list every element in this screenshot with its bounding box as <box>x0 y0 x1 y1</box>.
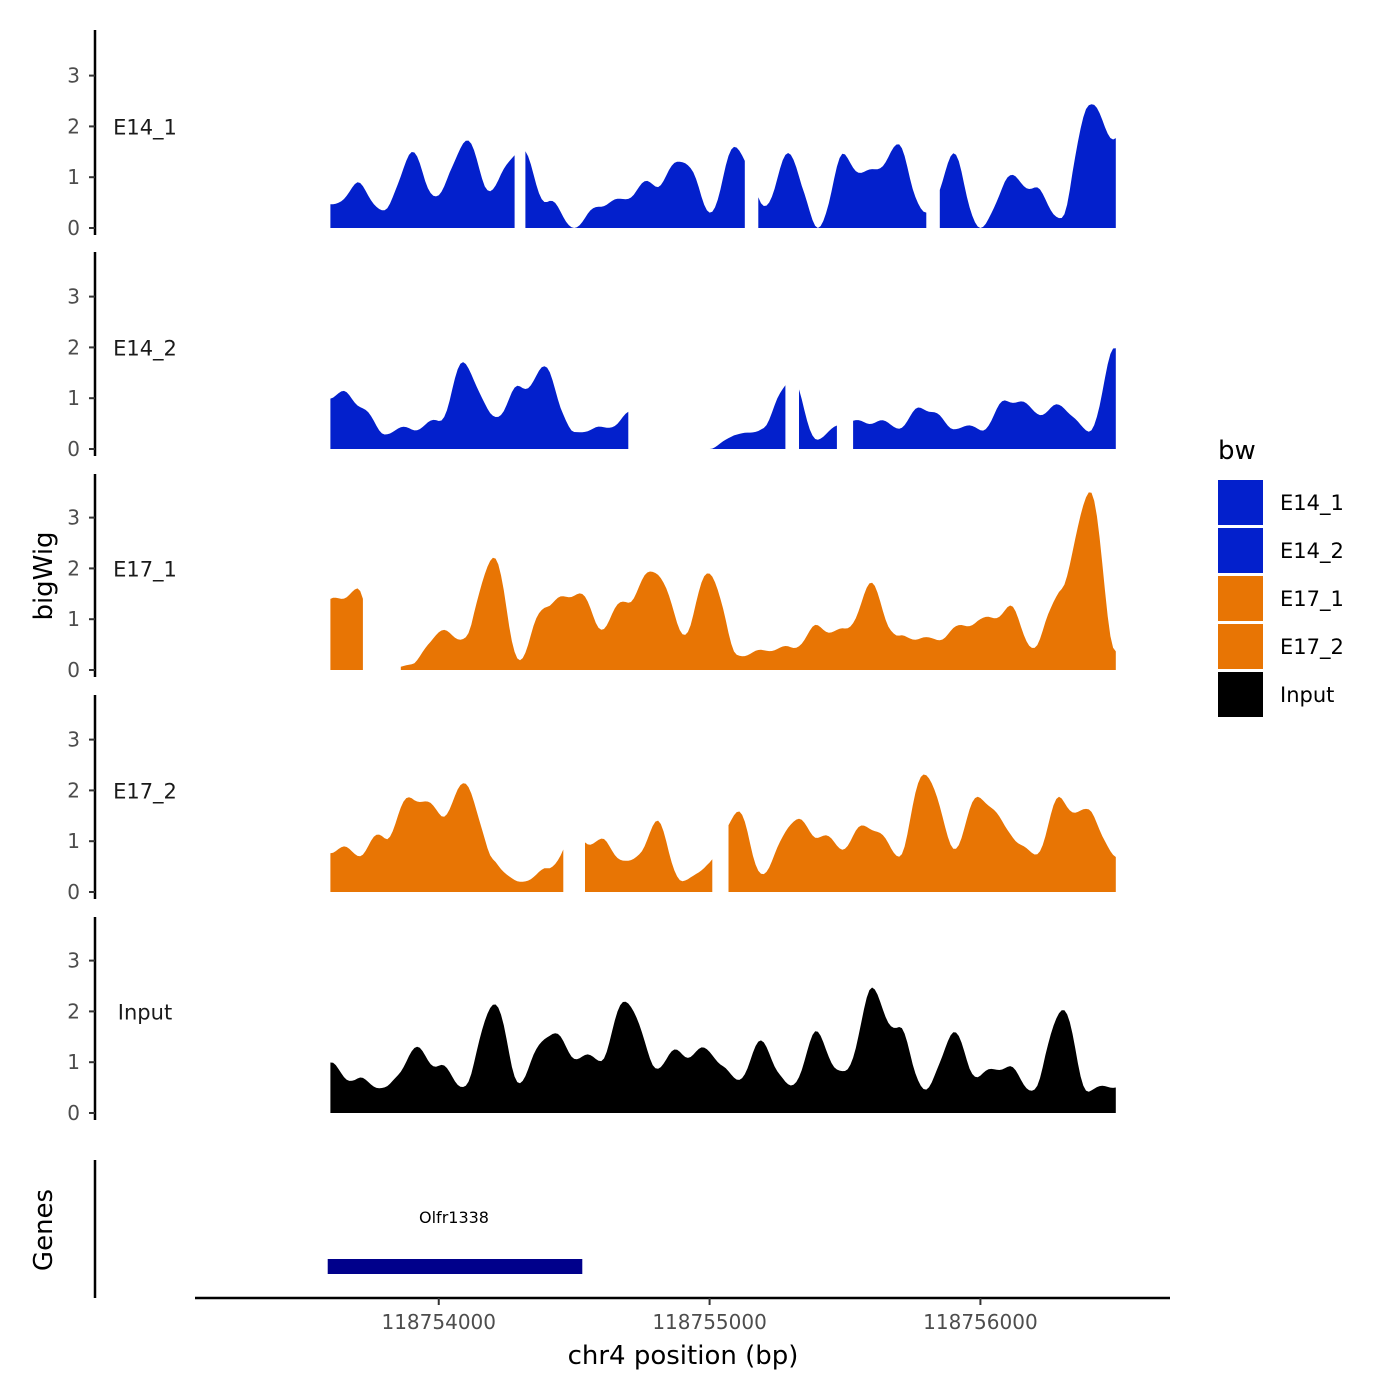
track-E17_1: 0 1 2 3 E17_1 <box>67 474 1116 682</box>
y-tick-label: 3 <box>67 949 80 973</box>
genes-axis-title: Genes <box>29 1189 59 1271</box>
legend-swatch <box>1218 480 1263 525</box>
legend-swatch <box>1218 624 1263 669</box>
area-series-E14_1 <box>330 104 1116 228</box>
track-label: E14_1 <box>113 115 177 140</box>
y-tick-label: 3 <box>67 285 80 309</box>
legend-swatch <box>1218 672 1263 717</box>
y-tick-label: 3 <box>67 728 80 752</box>
legend-label: Input <box>1280 683 1334 707</box>
genes-layer: Olfr1338 <box>93 1160 583 1298</box>
y-tick-label: 0 <box>67 216 80 240</box>
y-tick-label: 1 <box>67 607 80 631</box>
y-tick-label: 3 <box>67 506 80 530</box>
track-E14_2: 0 1 2 3 E14_2 <box>67 252 1116 461</box>
y-tick-label: 2 <box>67 335 80 359</box>
legend-swatch <box>1218 528 1263 573</box>
track-label: Input <box>118 1000 172 1024</box>
area-series-E17_2 <box>330 774 1116 892</box>
y-tick-label: 2 <box>67 999 80 1023</box>
y-tick-label: 0 <box>67 1101 80 1125</box>
x-axis-title: chr4 position (bp) <box>568 1341 799 1371</box>
y-tick-label: 1 <box>67 165 80 189</box>
area-series-E14_2 <box>330 348 1116 449</box>
track-E17_2: 0 1 2 3 E17_2 <box>67 695 1116 904</box>
legend-swatch <box>1218 576 1263 621</box>
track-label: E14_2 <box>113 336 177 361</box>
legend-label: E14_1 <box>1280 491 1344 516</box>
y-tick-label: 1 <box>67 1050 80 1074</box>
y-tick-label: 2 <box>67 114 80 138</box>
x-tick-label: 118755000 <box>652 1310 767 1334</box>
track-label: E17_2 <box>113 779 177 804</box>
legend-label: E17_2 <box>1280 635 1344 660</box>
y-tick-label: 0 <box>67 658 80 682</box>
y-tick-label: 3 <box>67 64 80 88</box>
area-series-E17_1 <box>330 492 1116 670</box>
y-tick-label: 2 <box>67 778 80 802</box>
y-tick-label: 1 <box>67 829 80 853</box>
x-tick-label: 118756000 <box>923 1310 1038 1334</box>
gene-label: Olfr1338 <box>419 1208 489 1227</box>
area-series-Input <box>330 987 1116 1113</box>
track-label: E17_1 <box>113 557 177 582</box>
y-tick-label: 0 <box>67 437 80 461</box>
gene-body <box>327 1259 583 1274</box>
y-axis-title: bigWig <box>29 531 59 620</box>
track-E14_1: 0 1 2 3 E14_1 <box>67 30 1116 240</box>
legend-title: bw <box>1218 436 1256 466</box>
y-tick-label: 2 <box>67 556 80 580</box>
y-tick-label: 0 <box>67 880 80 904</box>
legend-label: E17_1 <box>1280 587 1344 612</box>
tracks-layer: 0 1 2 3 E14_1 0 1 2 3 E14_2 0 1 2 3 E17_1 0 1 2 3 E17_2 0 1 2 3… <box>67 30 1116 1125</box>
x-tick-label: 118754000 <box>381 1310 496 1334</box>
x-axis: 118754000 118755000 118756000 <box>195 1296 1170 1334</box>
track-Input: 0 1 2 3 Input <box>67 917 1116 1125</box>
legend-label: E14_2 <box>1280 539 1344 564</box>
y-tick-label: 1 <box>67 386 80 410</box>
legend: bw E14_1 E14_2 E17_1 E17_2 Input <box>1218 436 1344 717</box>
